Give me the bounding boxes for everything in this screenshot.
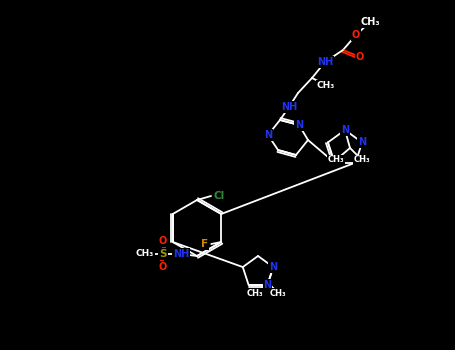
- Text: N: N: [263, 280, 272, 290]
- Text: N: N: [264, 130, 272, 140]
- Text: CH₃: CH₃: [360, 17, 380, 27]
- Text: O: O: [159, 262, 167, 272]
- Text: O: O: [352, 30, 360, 40]
- Text: O: O: [356, 52, 364, 62]
- Text: F: F: [201, 239, 208, 249]
- Text: N: N: [295, 120, 303, 130]
- Text: CH₃: CH₃: [317, 80, 335, 90]
- Text: NH: NH: [317, 57, 333, 67]
- Text: NH: NH: [281, 102, 297, 112]
- Text: CH₃: CH₃: [270, 288, 287, 298]
- Text: S: S: [159, 249, 167, 259]
- Text: CH₃: CH₃: [328, 155, 344, 164]
- Text: NH: NH: [173, 249, 189, 259]
- Text: N: N: [341, 125, 349, 135]
- Text: CH₃: CH₃: [247, 288, 263, 298]
- Text: CH₃: CH₃: [354, 155, 370, 164]
- Text: CH₃: CH₃: [136, 250, 154, 259]
- Text: O: O: [159, 236, 167, 246]
- Text: N: N: [358, 138, 366, 147]
- Text: N: N: [269, 262, 277, 272]
- Text: Cl: Cl: [213, 191, 225, 201]
